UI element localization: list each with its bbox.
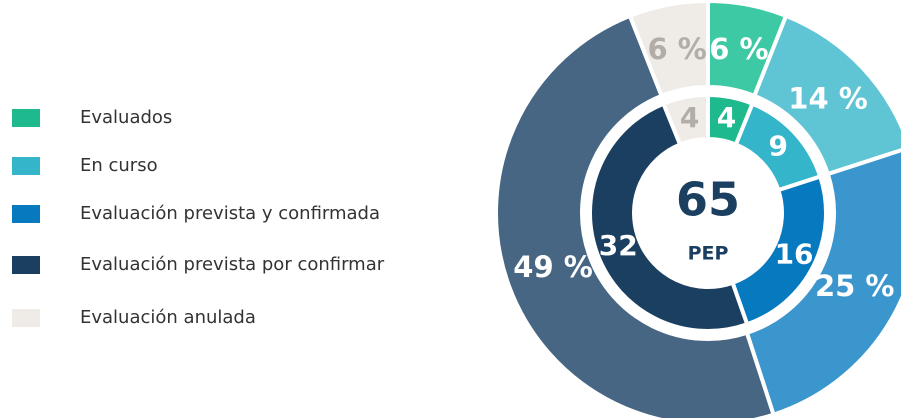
inner-label: 9	[769, 130, 788, 163]
outer-label: 6 %	[709, 32, 768, 66]
donut-segment	[744, 148, 901, 418]
legend-swatch	[12, 109, 40, 127]
center-value: 65	[676, 173, 740, 227]
outer-label: 49 %	[513, 250, 593, 284]
legend-label: Evaluación prevista y confirmada	[80, 203, 380, 224]
inner-label: 32	[599, 229, 638, 262]
legend-swatch	[12, 256, 40, 274]
legend-label: En curso	[80, 155, 158, 176]
donut-segment	[494, 13, 777, 418]
donut-segment	[660, 92, 710, 148]
donut-segment	[730, 174, 828, 327]
outer-label: 25 %	[815, 269, 895, 303]
inner-label: 4	[680, 101, 699, 134]
inner-label: 16	[775, 238, 814, 271]
donut-segment	[588, 101, 750, 333]
legend-swatch	[12, 309, 40, 327]
inner-label: 4	[717, 101, 736, 134]
outer-label: 14 %	[788, 81, 868, 115]
donut-segment	[751, 13, 901, 177]
legend-swatch	[12, 205, 40, 223]
donut-segment	[627, 0, 710, 99]
center-label: PEP	[688, 243, 729, 265]
legend-label: Evaluados	[80, 107, 172, 128]
legend-label: Evaluación anulada	[80, 307, 256, 328]
legend-label: Evaluación prevista por confirmar	[80, 254, 385, 275]
legend-swatch	[12, 157, 40, 175]
outer-label: 6 %	[647, 32, 706, 66]
